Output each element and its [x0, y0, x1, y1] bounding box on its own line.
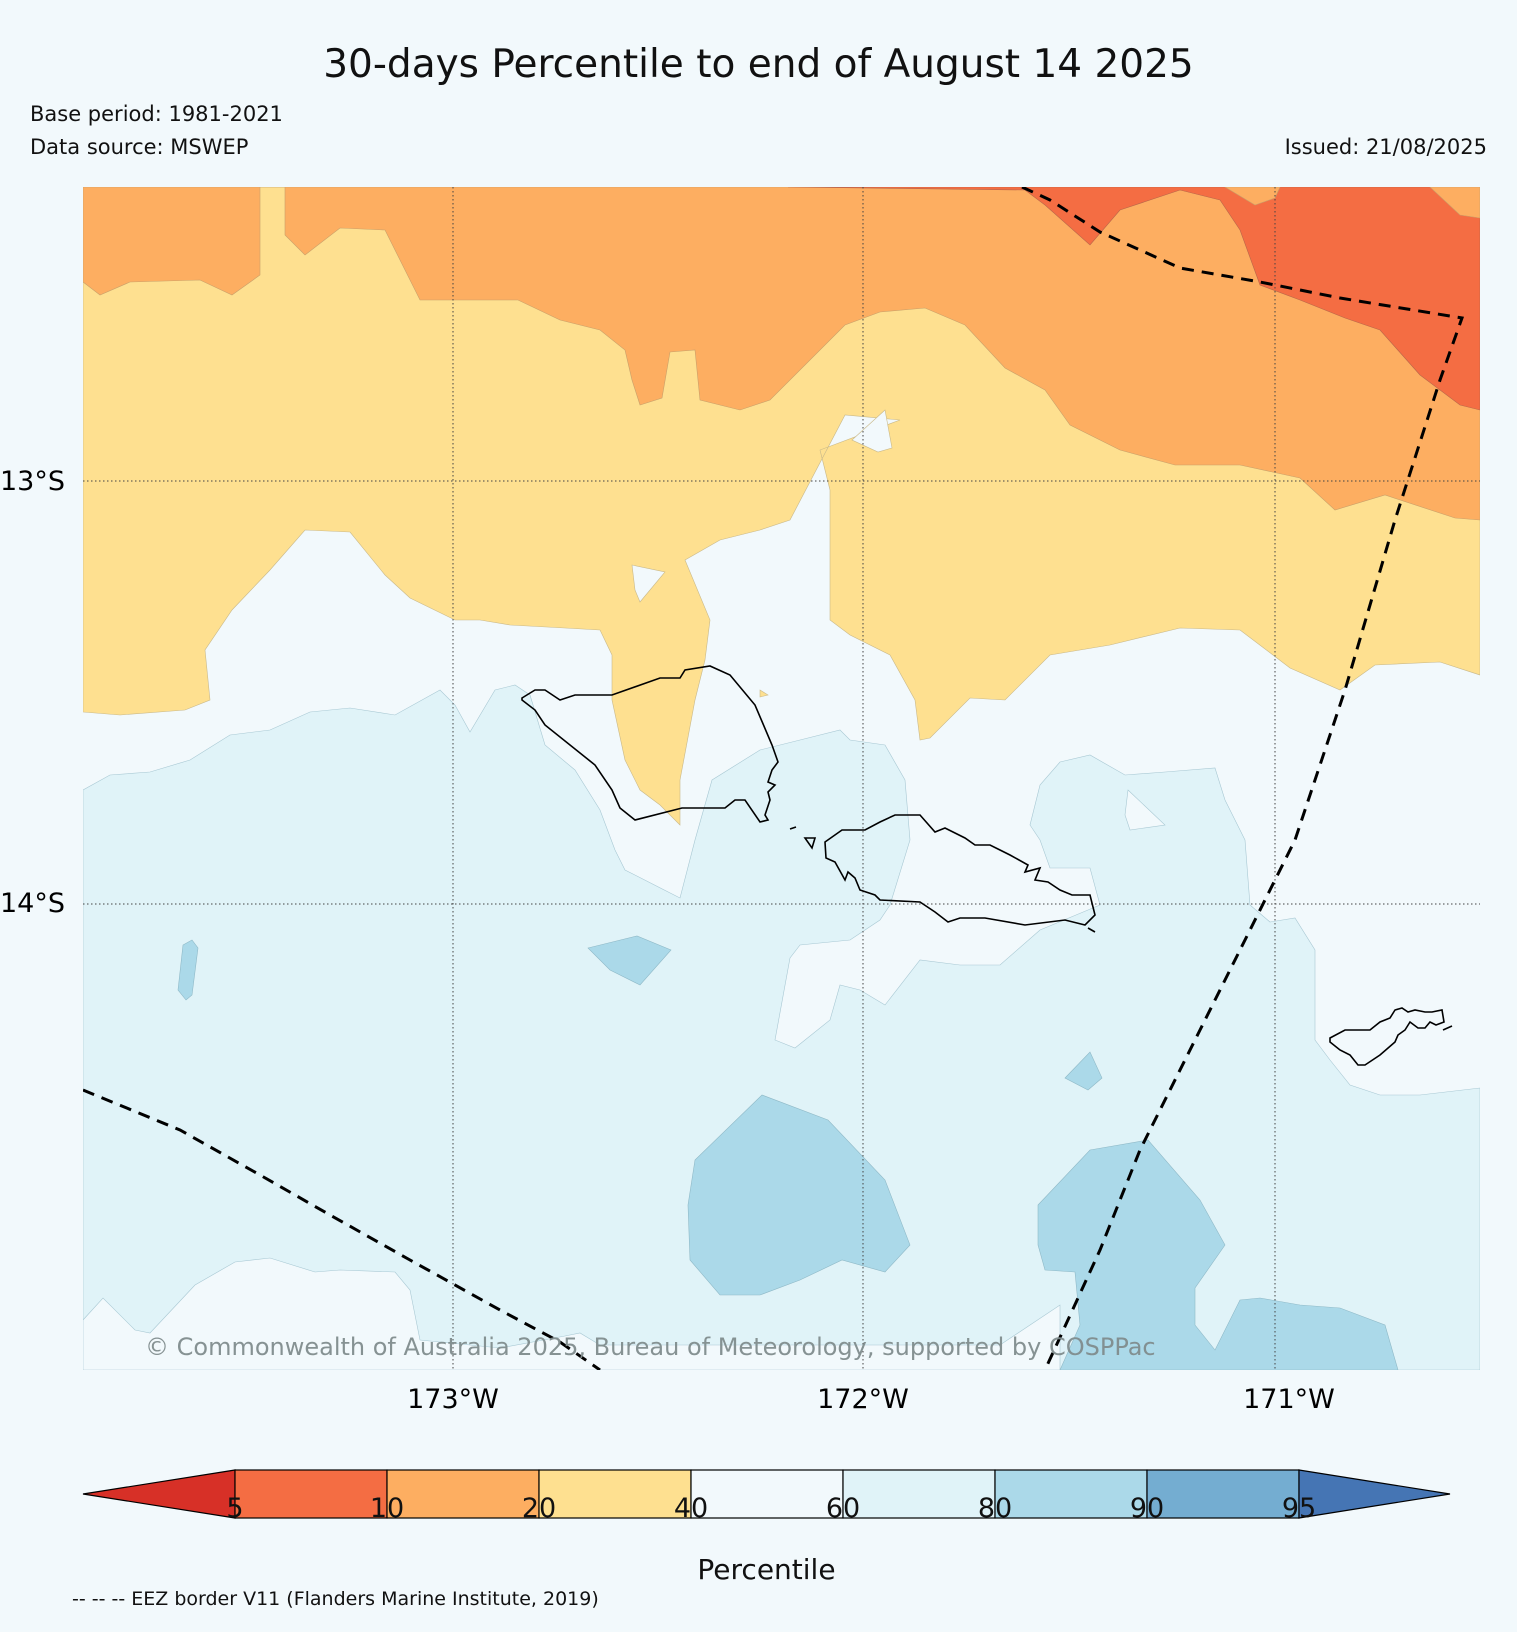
islet-nuutele [1087, 927, 1096, 933]
eez-note: -- -- -- EEZ border V11 (Flanders Marine… [72, 1588, 599, 1610]
cb-tick-80: 80 [977, 1493, 1013, 1524]
colorbar-80-90 [994, 1469, 1148, 1519]
data-source: Data source: MSWEP [30, 135, 249, 159]
islet-manono [789, 826, 797, 830]
colorbar-40-60 [690, 1469, 844, 1519]
band-5-10 [787, 187, 1480, 411]
patch-80-90-3 [1064, 1051, 1103, 1091]
colorbar-5-10 [234, 1469, 388, 1519]
cb-tick-10: 10 [369, 1493, 405, 1524]
lat-label-13s: 13°S [0, 466, 65, 497]
colorbar-20-40 [538, 1469, 692, 1519]
copyright-text: © Commonwealth of Australia 2025, Bureau… [145, 1333, 1156, 1361]
colorbar-60-80 [842, 1469, 996, 1519]
colorbar-90-95 [1146, 1469, 1300, 1519]
island-tutuila [1329, 1007, 1445, 1066]
island-savaii [521, 665, 779, 823]
eez-borders [83, 187, 1465, 1370]
cb-tick-90: 90 [1129, 1493, 1165, 1524]
islet-apolima [803, 837, 817, 850]
patch-80-90-4 [687, 1094, 911, 1296]
hole-1 [631, 564, 666, 603]
graticule [83, 187, 1480, 1370]
base-period: Base period: 1981-2021 [30, 102, 283, 126]
cb-tick-20: 20 [521, 1493, 557, 1524]
colorbar-over [1298, 1469, 1451, 1519]
colorbar [82, 1469, 1451, 1519]
colorbar-under [82, 1469, 236, 1519]
patch-80-90-2 [587, 935, 672, 986]
patch-80-90-1 [177, 939, 199, 1001]
islet-aunuu [1442, 1025, 1453, 1031]
patch-20-40-small [759, 689, 769, 698]
lon-label-172w: 172°W [817, 1384, 909, 1415]
island-upolu [824, 814, 1096, 926]
map-area [83, 187, 1480, 1370]
cb-tick-5: 5 [226, 1493, 244, 1524]
cb-tick-40: 40 [673, 1493, 709, 1524]
patch-10-20-top [1224, 187, 1281, 206]
patch-80-90-5 [1037, 1139, 1399, 1370]
patch-10-20-corner [1429, 187, 1480, 219]
band-40-60-south [83, 1257, 1061, 1370]
band-10-20 [83, 187, 1480, 521]
issued-date: Issued: 21/08/2025 [1284, 135, 1487, 159]
map-title: 30-days Percentile to end of August 14 2… [323, 42, 1194, 87]
cb-tick-95: 95 [1281, 1493, 1317, 1524]
lon-label-171w: 171°W [1243, 1384, 1335, 1415]
lon-label-173w: 173°W [407, 1384, 499, 1415]
colorbar-10-20 [386, 1469, 540, 1519]
cb-tick-60: 60 [825, 1493, 861, 1524]
patch-40-60-small [1124, 789, 1166, 831]
colorbar-label: Percentile [697, 1553, 836, 1586]
lat-label-14s: 14°S [0, 888, 65, 919]
patch-40-60 [851, 409, 893, 453]
